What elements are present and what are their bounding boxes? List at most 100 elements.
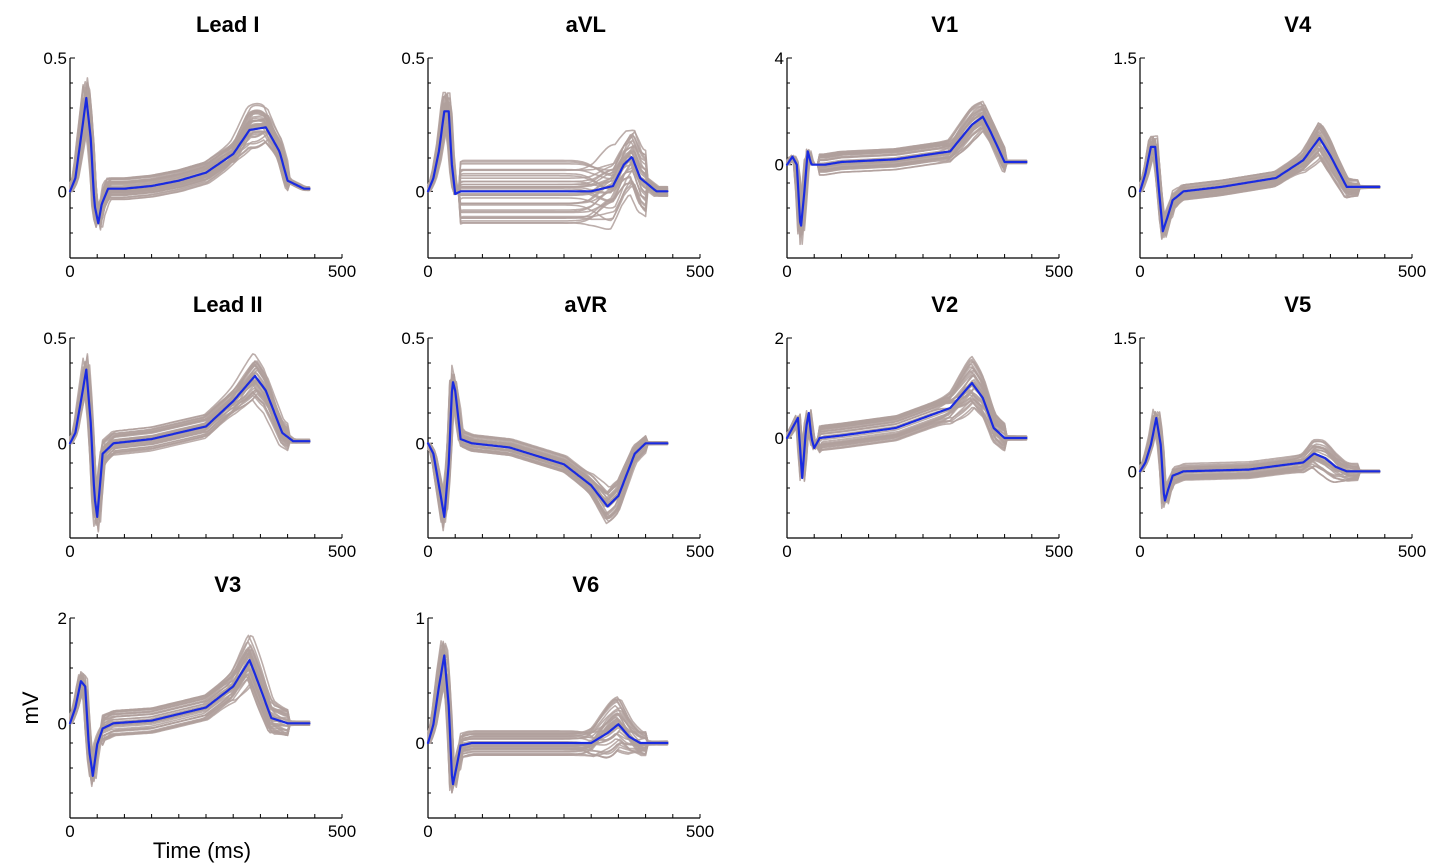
panel-title-v5: V5: [1284, 292, 1311, 317]
individual-traces-v1: [786, 100, 1028, 246]
x-tick-label-v6: 0: [423, 822, 432, 841]
individual-trace: [427, 397, 669, 508]
y-tick-label-v4: 0: [1128, 182, 1137, 201]
x-axis-label: Time (ms): [153, 838, 251, 863]
individual-trace: [69, 369, 311, 517]
panel-title-avr: aVR: [564, 292, 607, 317]
x-tick-label-v2: 0: [782, 542, 791, 561]
panel-title-v3: V3: [214, 572, 241, 597]
panel-v3: V3 2 0 0 500: [58, 572, 357, 841]
individual-trace: [1139, 134, 1381, 239]
panel-avl: aVL 0.5 0 0 500: [401, 12, 714, 281]
x-tick-label-avl: 500: [686, 262, 714, 281]
x-tick-label-v3: 0: [65, 822, 74, 841]
panel-avr: aVR 0.5 0 0 500: [401, 292, 714, 561]
y-tick-label-lead-ii: 0: [58, 434, 67, 453]
individual-trace: [1139, 414, 1381, 503]
x-tick-label-lead-i: 0: [65, 262, 74, 281]
y-tick-label-lead-ii: 0.5: [43, 329, 67, 348]
individual-trace: [427, 673, 669, 777]
x-tick-label-v1: 0: [782, 262, 791, 281]
individual-trace: [1139, 414, 1381, 504]
individual-traces-avl: [427, 91, 669, 230]
y-tick-label-v1: 4: [775, 49, 784, 68]
individual-trace: [427, 111, 669, 195]
mean-trace-v3: [68, 659, 311, 777]
panel-title-lead-i: Lead I: [196, 12, 260, 37]
individual-trace: [427, 396, 669, 501]
panel-v2: V2 2 0 0 500: [775, 292, 1074, 561]
y-tick-label-avl: 0: [416, 182, 425, 201]
individual-trace: [786, 130, 1028, 232]
individual-trace: [427, 655, 669, 785]
panel-v5: V5 1.5 0 0 500: [1113, 292, 1426, 561]
individual-trace: [427, 640, 669, 788]
x-tick-label-avr: 500: [686, 542, 714, 561]
individual-trace: [786, 120, 1028, 226]
y-tick-label-v3: 2: [58, 609, 67, 628]
individual-trace: [69, 355, 311, 531]
individual-trace: [786, 121, 1028, 227]
individual-trace: [69, 117, 311, 220]
individual-trace: [1139, 124, 1381, 235]
individual-traces-avr: [427, 364, 669, 532]
individual-traces-lead-i: [69, 77, 311, 231]
x-tick-label-v4: 0: [1135, 262, 1144, 281]
individual-trace: [1139, 414, 1381, 503]
mean-trace-avr: [426, 381, 669, 518]
individual-trace: [69, 91, 311, 230]
individual-trace: [1139, 424, 1381, 496]
individual-trace: [427, 674, 669, 776]
individual-trace: [786, 112, 1028, 238]
individual-traces-lead-ii: [69, 353, 311, 533]
y-tick-label-v6: 1: [416, 609, 425, 628]
y-tick-label-v4: 1.5: [1113, 49, 1137, 68]
individual-trace: [786, 120, 1028, 232]
x-tick-label-v4: 500: [1398, 262, 1426, 281]
individual-trace: [427, 98, 669, 219]
mean-trace-v1: [785, 115, 1028, 227]
y-tick-label-v5: 1.5: [1113, 329, 1137, 348]
x-tick-label-avl: 0: [423, 262, 432, 281]
y-tick-label-avr: 0.5: [401, 329, 425, 348]
individual-trace: [427, 660, 669, 783]
individual-trace: [427, 96, 669, 196]
individual-trace: [427, 643, 669, 788]
individual-trace: [69, 95, 311, 227]
mean-trace-v2: [785, 381, 1028, 480]
individual-trace: [69, 674, 311, 781]
individual-trace: [1139, 411, 1381, 505]
panel-title-v2: V2: [931, 292, 958, 317]
individual-trace: [1139, 411, 1381, 504]
y-tick-label-lead-i: 0: [58, 182, 67, 201]
individual-trace: [1139, 418, 1381, 500]
individual-trace: [69, 685, 311, 766]
individual-trace: [69, 362, 311, 523]
individual-trace: [786, 361, 1028, 472]
individual-trace: [427, 92, 669, 195]
individual-traces-v6: [427, 640, 669, 794]
individual-trace: [427, 376, 669, 523]
panel-v1: V1 4 0 0 500: [775, 12, 1074, 281]
x-tick-label-v2: 500: [1045, 542, 1073, 561]
x-tick-label-avr: 0: [423, 542, 432, 561]
individual-trace: [427, 107, 669, 212]
individual-trace: [1139, 419, 1381, 500]
mean-trace-lead-i: [68, 96, 311, 225]
x-tick-label-lead-ii: 0: [65, 542, 74, 561]
x-tick-label-lead-i: 500: [328, 262, 356, 281]
individual-trace: [1139, 130, 1381, 232]
panel-lead-i: Lead I 0.5 0 0 500: [43, 12, 356, 281]
individual-trace: [427, 106, 669, 222]
mean-trace-v4: [1138, 136, 1381, 233]
y-tick-label-v2: 0: [775, 429, 784, 448]
panel-title-avl: aVL: [566, 12, 606, 37]
individual-trace: [69, 634, 311, 761]
panel-title-v1: V1: [931, 12, 958, 37]
individual-trace: [69, 83, 311, 231]
individual-trace: [1139, 135, 1381, 226]
mean-trace-lead-ii: [68, 368, 311, 518]
individual-trace: [427, 109, 669, 195]
y-tick-label-avr: 0: [416, 434, 425, 453]
